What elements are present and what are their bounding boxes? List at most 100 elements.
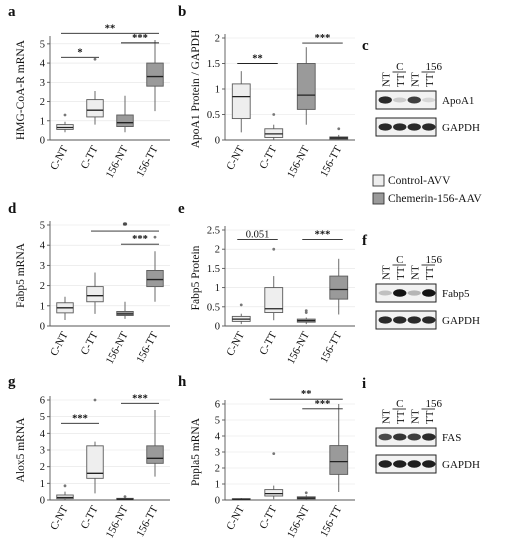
y-tick-label: 5 xyxy=(215,416,220,427)
y-tick-label: 2 xyxy=(40,97,45,108)
y-tick-label: 2.5 xyxy=(207,226,220,237)
blot-band xyxy=(422,289,436,297)
outlier-point xyxy=(123,495,127,499)
panel-label: c xyxy=(362,38,369,54)
x-tick-label: C-NT xyxy=(224,504,247,533)
y-axis-label: HMG-CoA-R mRNA xyxy=(15,39,27,140)
blot-strip-FAS: FAS xyxy=(375,427,461,447)
blot-group-label: 156 xyxy=(426,254,443,266)
panel-label: e xyxy=(178,201,185,217)
blot-band xyxy=(422,316,436,324)
outlier-point xyxy=(272,113,276,116)
blot-band xyxy=(378,316,392,324)
blot-band xyxy=(393,460,407,468)
y-tick-label: 0 xyxy=(40,322,45,333)
blot-band xyxy=(393,289,407,297)
y-tick-label: 3 xyxy=(40,261,45,272)
blot-band xyxy=(393,97,407,103)
blot-band xyxy=(422,460,436,468)
significance-label: * xyxy=(122,221,127,232)
significance-label: ** xyxy=(301,389,312,400)
significance-label: ** xyxy=(252,54,263,65)
y-tick-label: 2 xyxy=(215,464,220,475)
box-156-NT xyxy=(116,301,134,319)
blot-band xyxy=(393,316,407,324)
blot-lane-label: NT xyxy=(409,265,421,280)
legend-swatch xyxy=(372,192,385,205)
boxplot-panel-g: 0 1 2 3 4 5 6 Alox5 mRNA C-NT C-TT 156-NT 156-TT ***… xyxy=(15,393,170,540)
box-C-NT xyxy=(56,484,74,500)
box-iqr xyxy=(146,62,164,87)
x-tick-label: 156-NT xyxy=(285,504,312,541)
y-tick-label: 1 xyxy=(40,301,45,312)
box-C-NT xyxy=(231,498,251,501)
blot-band xyxy=(393,123,407,131)
significance-label: *** xyxy=(315,230,331,241)
significance-label: ** xyxy=(105,23,116,34)
significance-label: *** xyxy=(315,399,331,410)
y-tick-label: 4 xyxy=(40,59,46,70)
blot-lane-label: TT xyxy=(395,410,407,424)
blot-band xyxy=(422,97,436,103)
x-tick-label: 156-TT xyxy=(318,504,345,540)
box-C-TT xyxy=(86,272,104,314)
blot-band xyxy=(378,460,392,468)
y-tick-label: 6 xyxy=(40,396,45,407)
outlier-point xyxy=(63,113,67,117)
y-tick-label: 3 xyxy=(40,78,45,89)
y-axis-label: Pnpla5 mRNA xyxy=(190,417,202,486)
blot-lane-label: TT xyxy=(395,266,407,280)
box-156-TT xyxy=(329,258,349,315)
x-tick-label: C-TT xyxy=(79,504,101,531)
blot-lane-label: TT xyxy=(424,410,436,424)
blot-band xyxy=(378,433,392,441)
box-156-TT xyxy=(329,127,349,140)
blot-strip-Fabp5: Fabp5 xyxy=(375,283,470,303)
x-tick-label: C-TT xyxy=(79,144,101,171)
legend-swatch xyxy=(372,174,385,187)
box-C-TT xyxy=(86,57,104,125)
blot-strip-ApoA1: ApoA1 xyxy=(375,90,474,110)
blot-strip-GAPDH: GAPDH xyxy=(375,117,480,137)
box-156-TT xyxy=(146,410,164,477)
outlier-point xyxy=(337,127,341,131)
y-tick-label: 0 xyxy=(40,136,45,147)
box-iqr xyxy=(329,445,349,475)
x-tick-label: 156-TT xyxy=(134,330,161,366)
blot-band-label: GAPDH xyxy=(442,122,480,134)
significance-label: *** xyxy=(132,33,148,44)
blot-lane-label: NT xyxy=(380,265,392,280)
boxplot-panel-b: 0 0.5 1 1.5 2 ApoA1 Protein / GAPDH C-NT C-TT 15… xyxy=(190,30,355,180)
y-tick-label: 2 xyxy=(215,245,220,256)
y-tick-label: 4 xyxy=(40,241,46,252)
blot-lane-label: NT xyxy=(380,409,392,424)
blot-lane-label: NT xyxy=(409,409,421,424)
y-tick-label: 1 xyxy=(215,283,220,294)
x-tick-label: 156-NT xyxy=(104,330,131,367)
panel-label: g xyxy=(8,374,16,390)
outlier-point xyxy=(93,57,97,61)
box-iqr xyxy=(56,494,74,500)
y-tick-label: 5 xyxy=(40,39,45,50)
box-iqr xyxy=(86,286,104,303)
blot-band xyxy=(378,290,392,296)
outlier-point xyxy=(153,235,157,239)
y-axis-label: ApoA1 Protein / GAPDH xyxy=(190,30,202,149)
blot-band xyxy=(422,433,436,441)
significance-label: * xyxy=(77,47,82,58)
y-tick-label: 0 xyxy=(40,496,45,507)
x-tick-label: C-TT xyxy=(257,504,279,531)
blot-band xyxy=(407,96,421,104)
box-156-NT xyxy=(296,491,316,500)
x-tick-label: 156-TT xyxy=(134,504,161,540)
x-tick-label: C-NT xyxy=(224,144,247,173)
panel-label: f xyxy=(362,233,368,249)
box-iqr xyxy=(86,99,104,118)
y-tick-label: 4 xyxy=(215,432,221,443)
panel-label: h xyxy=(178,374,187,390)
x-tick-label: C-NT xyxy=(48,330,71,359)
box-iqr xyxy=(146,270,164,288)
y-tick-label: 3 xyxy=(215,448,220,459)
blot-band xyxy=(407,433,421,441)
